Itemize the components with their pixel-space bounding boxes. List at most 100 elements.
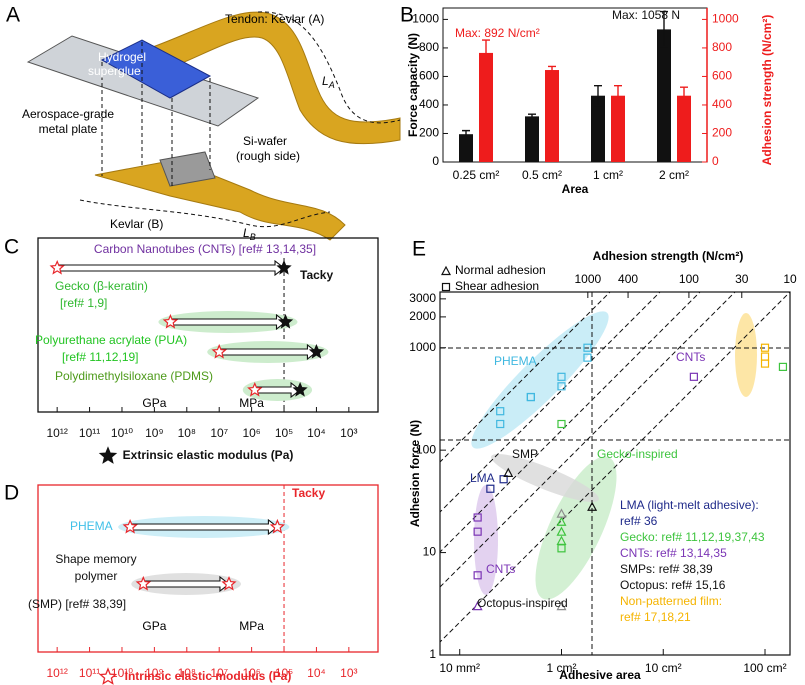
x-tick-label: 10⁹ <box>145 426 164 440</box>
panel-letter: C <box>4 236 19 259</box>
normal-point <box>556 526 567 536</box>
legend-label: Shear adhesion <box>455 279 539 293</box>
range-arrow <box>254 381 301 399</box>
x-tick-label: 10 cm² <box>645 661 682 675</box>
x-tick-label: 10⁷ <box>210 666 228 680</box>
legend-label: Octopus: ref# 15,16 <box>620 578 726 592</box>
shear-point <box>689 372 698 381</box>
label: (rough side) <box>236 149 300 163</box>
legend-name: Gecko: <box>620 530 658 544</box>
normal-point <box>503 467 514 477</box>
legend-label: Normal adhesion <box>455 263 546 277</box>
x-tick-label: 10⁶ <box>242 666 260 680</box>
series-label: Gecko (β-keratin) <box>55 279 148 293</box>
panel-e-decor <box>440 292 790 655</box>
shear-point <box>760 352 770 361</box>
x-tick-label: 2 cm² <box>659 168 689 182</box>
legend-label: Gecko: ref# 11,12,19,37,43 <box>620 530 765 544</box>
highlight <box>491 453 599 503</box>
start-marker <box>211 343 227 359</box>
x-axis-label: Adhesive area <box>559 668 641 682</box>
legend-ref: ref# 38,39 <box>659 562 713 576</box>
x2-tick-label: 30 <box>735 272 749 286</box>
axis-icon <box>98 667 118 685</box>
x-tick-label: 10⁷ <box>210 426 228 440</box>
label: Hydrogel <box>98 50 146 64</box>
x2-tick-label: 400 <box>618 272 638 286</box>
y2-tick-label: 400 <box>712 97 732 111</box>
panel-letter: A <box>6 4 20 27</box>
label: Kevlar (B) <box>110 217 163 231</box>
start-marker <box>162 313 179 329</box>
legend-label: SMPs: ref# 38,39 <box>620 562 713 576</box>
annotation: Gecko-inspired <box>597 447 678 461</box>
x-tick-label: 10¹² <box>46 426 67 440</box>
y-tick-label: 100 <box>416 442 436 456</box>
legend-marker <box>441 265 451 276</box>
panel-letter: E <box>412 238 426 261</box>
y-tick-label: 1000 <box>409 340 436 354</box>
shear-point <box>557 419 566 429</box>
shear-point <box>496 419 505 429</box>
legend-ref: ref# 17,18,21 <box>620 610 691 624</box>
legend-label: Non-patterned film: <box>620 594 722 608</box>
y-tick-label: 600 <box>419 69 439 83</box>
x-tick-label: 10⁵ <box>275 666 293 680</box>
x-axis-label: Area <box>562 182 589 196</box>
label: superglue <box>88 64 141 78</box>
shear-point <box>760 359 770 368</box>
x-tick-label: 10¹⁰ <box>111 666 133 680</box>
series-label: Polydimethylsiloxane (PDMS) <box>55 369 213 383</box>
shear-point <box>557 382 566 391</box>
error-bar <box>482 39 490 67</box>
y-tick-label: 200 <box>419 126 439 140</box>
annotation: LMA <box>470 471 495 485</box>
si-wafer <box>159 151 216 187</box>
shear-point <box>557 372 566 381</box>
end-marker <box>308 343 325 359</box>
bar <box>657 29 671 163</box>
series-name: Gecko (β-keratin) <box>55 279 148 293</box>
shear-point <box>473 513 482 522</box>
series-name: Polyurethane acrylate (PUA) <box>35 333 187 347</box>
x2-tick-label: 100 <box>679 272 699 286</box>
shear-point <box>526 392 535 402</box>
label: LB <box>243 226 256 242</box>
x-tick-label: 10⁶ <box>242 426 260 440</box>
bar <box>545 70 559 162</box>
end-marker <box>221 575 237 591</box>
x-tick-label: 10⁴ <box>307 426 326 440</box>
normal-point <box>556 516 567 526</box>
legend-name: LMA (light-melt adhesive): <box>620 498 759 512</box>
shear-point <box>473 527 482 536</box>
panel-a: A Tendon: Kevlar (A) LA Hydrogel supergl… <box>6 4 401 242</box>
error-bar <box>548 65 556 75</box>
legend-ref: ref# 13,14,35 <box>656 546 727 560</box>
x-tick-label: 10¹¹ <box>79 666 100 680</box>
shear-point <box>496 407 505 416</box>
x-tick-label: 10³ <box>340 426 357 440</box>
unit-label: GPa <box>142 396 166 410</box>
x-tick-label: 10 mm² <box>439 661 480 675</box>
y2-tick-label: 800 <box>712 40 732 54</box>
label: Aerospace-grade <box>22 107 114 121</box>
x-tick-label: 10¹¹ <box>79 426 100 440</box>
range-arrow <box>218 343 318 361</box>
label: metal plate <box>39 122 98 136</box>
panel-letter: D <box>4 482 19 505</box>
legend-ref: ref# 11,12,19,37,43 <box>661 530 765 544</box>
x2-tick-label: 1000 <box>574 272 601 286</box>
unit-label: GPa <box>142 619 166 633</box>
y2-tick-label: 200 <box>712 126 732 140</box>
shear-point <box>486 484 495 493</box>
x-tick-label: 1 cm² <box>546 661 576 675</box>
x-tick-label: 10⁴ <box>307 666 326 680</box>
unit-label: MPa <box>239 396 264 410</box>
legend-label: CNTs: ref# 13,14,35 <box>620 546 727 560</box>
guides <box>79 11 401 228</box>
start-marker <box>135 575 151 591</box>
x-tick-label: 1 cm² <box>593 168 623 182</box>
range-arrow <box>169 313 287 331</box>
y-tick-label: 1 <box>429 647 436 661</box>
